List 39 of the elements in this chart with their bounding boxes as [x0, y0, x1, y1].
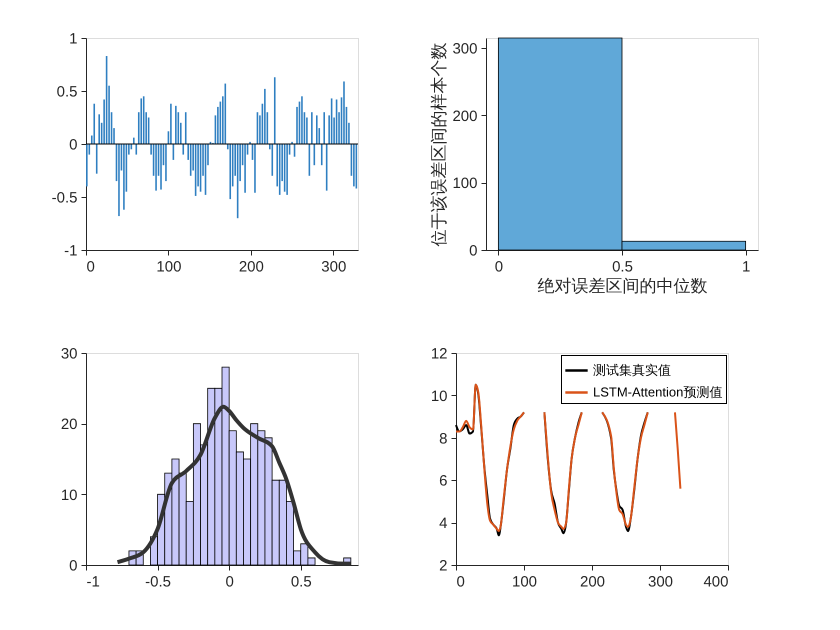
x-tick-label: 200	[238, 258, 264, 276]
y-tick-label: 6	[439, 472, 448, 490]
y-tick-label: 0.5	[56, 84, 78, 100]
x-tick-label: 200	[580, 574, 606, 590]
x-tick-label: -0.5	[145, 574, 172, 590]
y-axis-title: 位于该误差区间的样本个数	[429, 42, 448, 246]
legend-label: 测试集真实值	[593, 362, 671, 378]
line-series	[115, 404, 353, 566]
y-tick-label: 100	[452, 175, 478, 192]
x-tick-label: 300	[321, 258, 346, 276]
x-tick-label: 0.5	[612, 258, 633, 276]
legend-label: LSTM-Attention预测值	[593, 384, 722, 400]
y-tick-label: 10	[60, 486, 78, 504]
y-tick-label: 2	[439, 558, 448, 574]
x-axis-title: 绝对误差区间的中位数	[538, 276, 708, 296]
y-tick-label: 20	[60, 416, 78, 434]
y-tick-label: 0	[69, 558, 78, 574]
y-tick-label: 1	[69, 30, 78, 48]
y-tick-label: 10	[430, 388, 448, 405]
y-tick-label: 8	[439, 430, 448, 448]
x-tick-label: 400	[703, 574, 728, 590]
x-tick-label: 100	[156, 258, 182, 276]
y-tick-label: -0.5	[52, 190, 78, 206]
x-tick-label: 1	[742, 258, 750, 276]
y-tick-label: -1	[64, 242, 78, 260]
x-tick-label: 0	[494, 258, 504, 276]
x-tick-label: 0.5	[290, 574, 312, 590]
x-tick-label: 0	[225, 574, 234, 590]
y-tick-label: 300	[452, 40, 478, 58]
y-tick-label: 12	[430, 346, 448, 362]
x-tick-label: 0	[86, 258, 95, 276]
y-tick-label: 30	[60, 346, 78, 362]
y-tick-label: 200	[452, 108, 478, 125]
x-tick-label: 300	[648, 574, 674, 590]
x-tick-label: -1	[86, 574, 100, 590]
y-tick-label: 0	[69, 136, 78, 154]
y-tick-label: 0	[469, 242, 478, 260]
y-tick-label: 4	[439, 515, 448, 532]
x-tick-label: 100	[512, 574, 538, 590]
